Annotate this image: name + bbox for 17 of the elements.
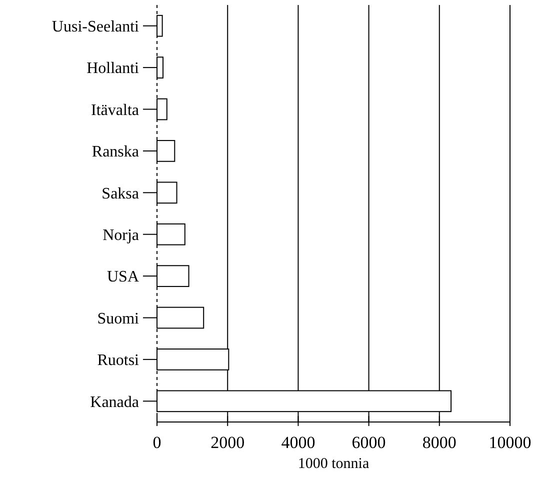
x-tick-label: 10000 (488, 433, 532, 452)
x-tick-label: 6000 (352, 433, 386, 452)
x-tick-label: 8000 (422, 433, 456, 452)
y-tick-label: Suomi (97, 310, 140, 328)
y-tick-label: Ranska (92, 144, 139, 161)
y-tick-label: Norja (102, 226, 139, 244)
y-tick-label: Uusi-Seelanti (52, 18, 140, 36)
x-tick-label: 4000 (281, 433, 316, 452)
y-tick-label: Kanada (90, 394, 139, 411)
x-tick-label: 0 (152, 433, 162, 452)
x-tick-label: 2000 (210, 433, 245, 452)
y-tick-label: Ruotsi (97, 352, 140, 370)
y-tick-label: Saksa (102, 185, 139, 202)
y-tick-label: Itävalta (91, 102, 139, 119)
x-axis-title: 1000 tonnia (298, 456, 370, 472)
y-tick-label: USA (106, 268, 140, 286)
y-tick-label: Hollanti (86, 60, 140, 78)
